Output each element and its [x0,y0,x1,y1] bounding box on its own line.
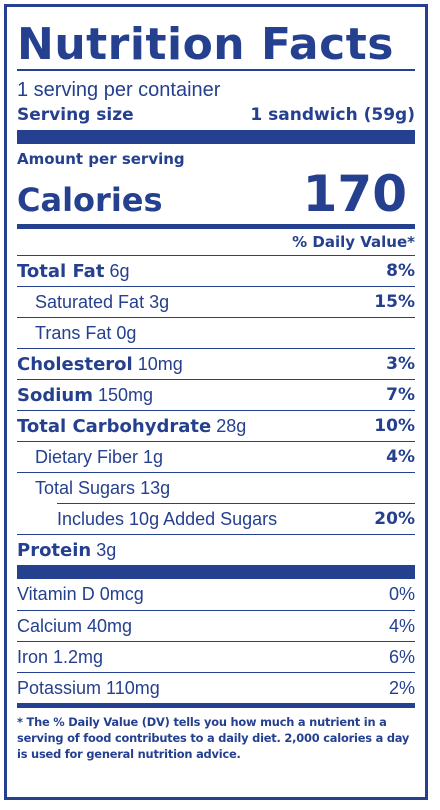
nutrient-row-added-sugars: Includes 10g Added Sugars 20% [57,503,415,534]
nutrient-dv: 20% [374,509,415,529]
nutrient-row-dietary-fiber: Dietary Fiber 1g 4% [17,441,415,472]
nutrient-name: Total Fat [17,260,105,282]
nutrient-amount: 150mg [97,384,154,405]
vitamin-dv: 4% [388,615,415,636]
vitamin-row-iron: Iron 1.2mg 6% [17,641,415,672]
nutrient-amount: 13g [140,477,171,498]
nutrient-dv: 4% [386,447,415,467]
serving-size-label: Serving size [17,105,134,125]
nutrient-name: Protein [17,539,92,561]
nutrient-row-total-fat: Total Fat 6g 8% [17,255,415,286]
vitamin-name: Vitamin D 0mcg [17,584,144,604]
nutrient-name: Saturated Fat [35,291,145,312]
vitamin-row-calcium: Calcium 40mg 4% [17,610,415,641]
vitamin-name: Iron 1.2mg [17,646,104,667]
nutrient-row-total-sugars: Total Sugars 13g [17,472,415,503]
servings-per-container: 1 serving per container [17,79,221,101]
calories-label: Calories [17,181,163,219]
nutrient-amount: 10mg [137,353,183,374]
nutrient-amount: 28g [216,415,247,436]
medium-divider [17,224,415,229]
vitamin-dv: 0% [388,584,415,604]
medium-divider [17,703,415,708]
vitamin-row-vitamin-d: Vitamin D 0mcg 0% [17,579,415,610]
nutrient-name: Total Carbohydrate [17,415,212,437]
vitamin-name: Potassium 110mg [17,677,160,698]
nutrient-name: Includes 10g Added Sugars [57,508,278,529]
thick-divider [17,130,415,144]
nutrient-amount: 0g [116,322,137,343]
nutrient-dv: 3% [386,354,415,374]
footnote: * The % Daily Value (DV) tells you how m… [17,715,410,761]
label-title: Nutrition Facts [17,19,394,70]
nutrient-amount: 3g [96,539,117,560]
thick-divider [17,565,415,579]
daily-value-header: % Daily Value* [292,233,415,251]
nutrient-dv: 15% [374,292,415,312]
vitamin-name: Calcium 40mg [17,615,133,636]
nutrition-label: Nutrition Facts 1 serving per container … [4,4,428,800]
calories-row: Calories 170 [17,168,415,220]
nutrient-row-sodium: Sodium 150mg 7% [17,379,415,410]
calories-value: 170 [302,165,407,223]
nutrient-dv: 10% [374,416,415,436]
nutrient-name: Sodium [17,384,93,406]
nutrient-amount: 6g [109,260,130,281]
nutrient-amount: 3g [149,291,170,312]
nutrient-row-protein: Protein 3g [17,534,415,565]
nutrient-row-trans-fat: Trans Fat 0g [17,317,415,348]
serving-size-row: Serving size 1 sandwich (59g) [17,103,415,127]
nutrient-dv: 7% [386,385,415,405]
nutrient-name: Dietary Fiber [35,446,139,467]
vitamin-dv: 6% [388,646,415,667]
nutrient-name: Total Sugars [35,477,136,498]
nutrient-row-total-carbohydrate: Total Carbohydrate 28g 10% [17,410,415,441]
vitamin-row-potassium: Potassium 110mg 2% [17,672,415,703]
nutrient-row-saturated-fat: Saturated Fat 3g 15% [17,286,415,317]
vitamin-dv: 2% [388,677,415,698]
amount-per-serving: Amount per serving [17,150,185,168]
nutrient-name: Cholesterol [17,353,133,375]
nutrient-name: Trans Fat [35,322,112,343]
nutrient-dv: 8% [386,261,415,281]
nutrient-row-cholesterol: Cholesterol 10mg 3% [17,348,415,379]
divider [17,69,415,71]
serving-size-value: 1 sandwich (59g) [250,105,415,125]
nutrient-amount: 1g [143,446,164,467]
